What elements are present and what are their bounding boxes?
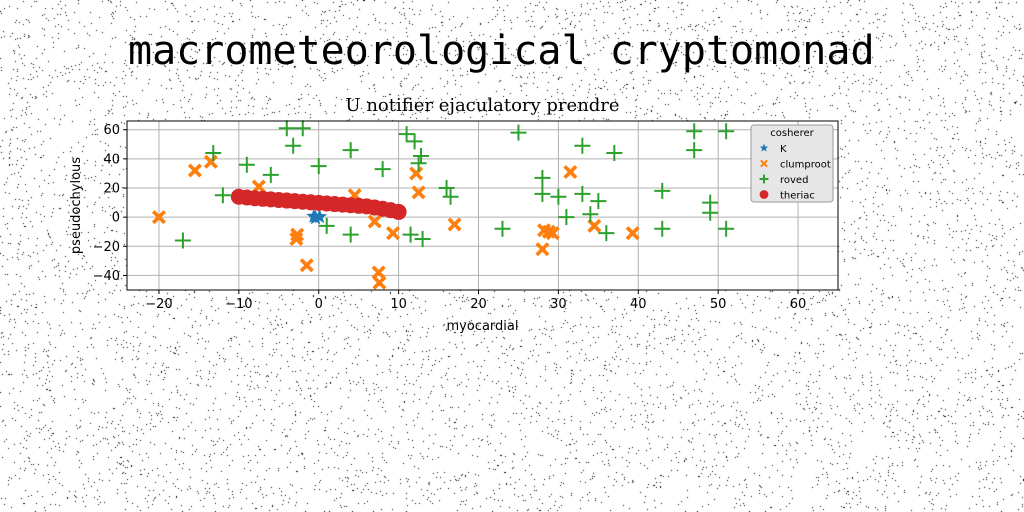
point-roved — [174, 232, 191, 249]
point-roved — [410, 155, 427, 172]
y-tick-label: 60 — [103, 123, 120, 138]
point-roved — [402, 226, 419, 243]
grid-lines — [127, 121, 838, 290]
point-roved — [550, 188, 567, 205]
x-tick-label: 30 — [550, 297, 567, 312]
x-tick-label: 10 — [390, 297, 407, 312]
point-roved — [510, 124, 527, 141]
y-tick-label: 40 — [103, 152, 120, 167]
point-roved — [262, 166, 279, 183]
point-roved — [598, 225, 615, 242]
point-theriac — [390, 203, 407, 220]
legend-box — [750, 124, 834, 203]
point-clumproot — [411, 185, 426, 200]
point-clumproot — [367, 214, 382, 229]
point-clumproot — [409, 166, 424, 181]
point-clumproot — [447, 217, 462, 232]
legend-marker-clumproot — [760, 159, 768, 168]
point-roved — [205, 145, 222, 162]
series-theriac — [230, 188, 407, 220]
point-roved — [278, 120, 295, 137]
legend-marker-theriac — [759, 190, 769, 199]
point-roved — [414, 231, 431, 248]
point-clumproot — [187, 163, 202, 178]
point-roved — [342, 142, 359, 159]
legend-marker-K — [759, 143, 769, 152]
legend-marker-roved — [759, 174, 769, 184]
legend-label-roved: roved — [780, 175, 808, 186]
point-roved — [285, 137, 302, 154]
point-roved — [702, 204, 719, 221]
point-roved — [406, 133, 423, 150]
point-clumproot — [203, 154, 218, 169]
point-roved — [294, 120, 311, 137]
point-roved — [718, 123, 735, 140]
point-K — [311, 208, 328, 224]
y-tick-label: 20 — [103, 182, 120, 197]
point-roved — [574, 137, 591, 154]
x-tick-label: −20 — [145, 297, 172, 312]
point-roved — [494, 220, 511, 237]
x-tick-label: −10 — [225, 297, 252, 312]
point-roved — [374, 161, 391, 178]
x-tick-label: 40 — [630, 297, 647, 312]
plot-area — [127, 121, 838, 290]
point-clumproot — [545, 226, 560, 241]
y-tick-label: 0 — [112, 211, 120, 226]
point-roved — [606, 145, 623, 162]
point-clumproot — [535, 242, 550, 257]
point-roved — [318, 217, 335, 234]
point-roved — [342, 226, 359, 243]
point-clumproot — [563, 164, 578, 179]
point-clumproot — [151, 210, 166, 225]
point-clumproot — [625, 226, 640, 241]
point-roved — [654, 182, 671, 199]
plot-frame — [126, 120, 839, 291]
point-roved — [558, 209, 575, 226]
point-roved — [686, 142, 703, 159]
x-tick-label: 60 — [790, 297, 807, 312]
x-axis-label: myocardial — [447, 319, 519, 334]
series-clumproot — [151, 154, 640, 290]
point-roved — [412, 147, 429, 164]
point-roved — [686, 123, 703, 140]
point-roved — [398, 126, 415, 143]
point-clumproot — [299, 258, 314, 273]
point-roved — [442, 188, 459, 205]
point-roved — [582, 206, 599, 223]
point-clumproot — [251, 179, 266, 194]
point-roved — [534, 185, 551, 202]
point-roved — [654, 220, 671, 237]
legend-title: cosherer — [770, 128, 814, 139]
point-roved — [214, 187, 231, 204]
legend-label-theriac: theriac — [780, 191, 815, 202]
point-clumproot — [587, 218, 602, 233]
point-clumproot — [290, 227, 305, 242]
page-title: macrometeorological cryptomonad — [128, 28, 875, 74]
point-clumproot — [372, 275, 387, 290]
axis-ticks: −20 −10 0 10 20 30 40 50 60 −40 −20 0 20 40 60 — [93, 123, 807, 312]
series-K — [306, 208, 328, 225]
point-roved — [534, 169, 551, 186]
y-tick-label: −20 — [93, 240, 120, 255]
y-axis-label: pseudochylous — [69, 157, 84, 254]
series-layer — [151, 120, 735, 290]
point-roved — [238, 156, 255, 173]
point-roved — [438, 180, 455, 197]
y-tick-label: −40 — [93, 269, 120, 284]
legend-label-clumproot: clumproot — [780, 160, 831, 171]
point-roved — [590, 193, 607, 210]
series-roved — [174, 120, 735, 249]
point-roved — [310, 158, 327, 175]
point-roved — [718, 220, 735, 237]
x-tick-label: 0 — [315, 297, 323, 312]
point-roved — [574, 185, 591, 202]
x-tick-label: 50 — [710, 297, 727, 312]
point-clumproot — [386, 226, 401, 241]
chart-title: U notifier ejaculatory prendre — [345, 95, 619, 116]
x-tick-label: 20 — [470, 297, 487, 312]
legend-label-K: K — [780, 144, 787, 155]
